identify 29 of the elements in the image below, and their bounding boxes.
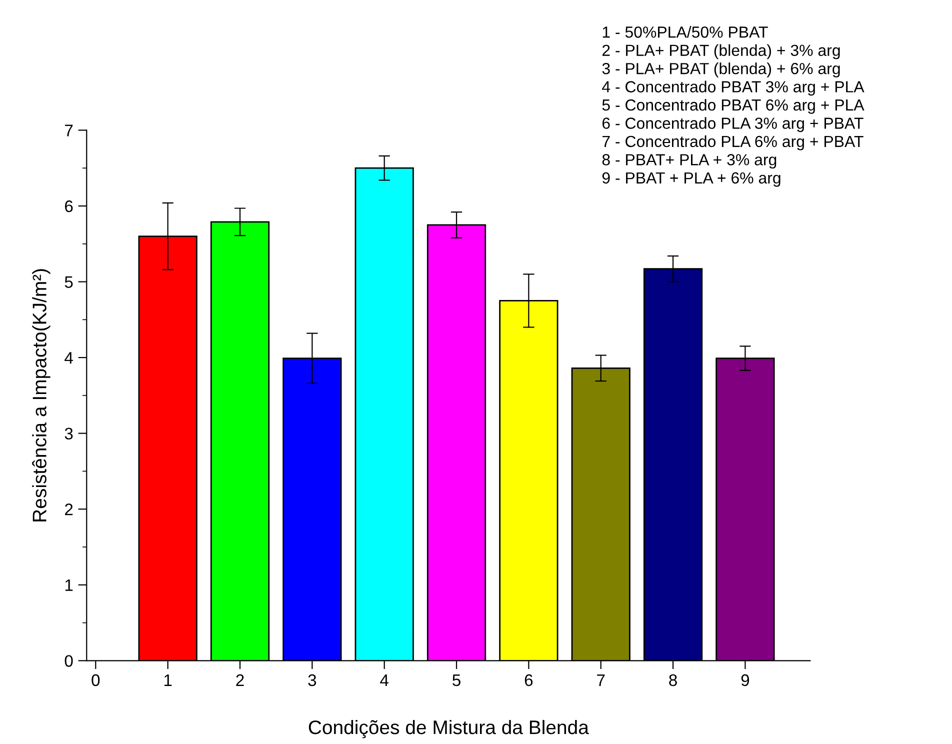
x-tick-label: 2 xyxy=(236,674,244,686)
annotation: 8 - PBAT+ PLA + 3% arg xyxy=(602,154,776,169)
y-tick-label: 2 xyxy=(65,504,73,516)
x-tick-label: 3 xyxy=(308,674,316,686)
annotation: 7 - Concentrado PLA 6% arg + PBAT xyxy=(602,135,864,150)
x-tick-label: 0 xyxy=(92,674,100,686)
y-axis-title: Resistência a Impacto(KJ/m²) xyxy=(32,269,50,522)
y-tick-label: 7 xyxy=(65,124,73,136)
x-tick-label: 1 xyxy=(164,674,172,686)
text: 5 - Concentrado PBAT 6% arg + PLA xyxy=(602,98,864,114)
x-tick-label: 5 xyxy=(452,674,460,686)
x-axis-title: Condições de Mistura da Blenda xyxy=(308,720,589,738)
y-tick-label: 0 xyxy=(64,655,73,667)
x-tick-label: 8 xyxy=(669,674,677,686)
y-tick-label: 6 xyxy=(65,200,73,212)
text: 3 - PLA+ PBAT (blenda) + 6% arg xyxy=(602,62,840,78)
annotation: 6 - Concentrado PLA 3% arg + PBAT xyxy=(602,117,864,132)
y-tick-label: 4 xyxy=(64,352,73,364)
x-tick-label: 4 xyxy=(380,674,388,686)
x-tick-label: 6 xyxy=(524,674,533,686)
y-tick-label: 3 xyxy=(64,428,73,440)
x-tick-label: 7 xyxy=(597,674,605,686)
text: 2 - PLA+ PBAT (blenda) + 3% arg xyxy=(602,44,840,60)
annotation: 9 - PBAT + PLA + 6% arg xyxy=(602,172,780,187)
y-tick-label: 5 xyxy=(64,276,73,288)
x-tick-label: 9 xyxy=(741,674,750,686)
y-tick-label: 1 xyxy=(65,579,73,591)
text: 4 - Concentrado PBAT 3% arg + PLA xyxy=(602,80,864,96)
text: 1 - 50%PLA/50% PBAT xyxy=(602,26,768,38)
